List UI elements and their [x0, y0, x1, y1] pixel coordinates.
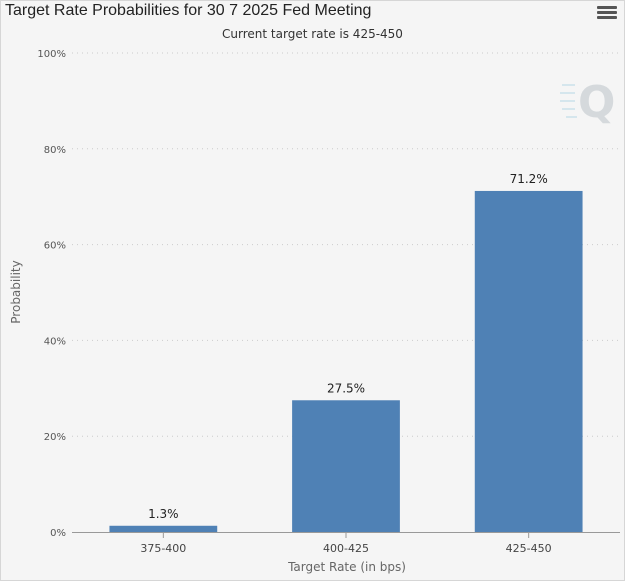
svg-text:Q: Q [578, 77, 615, 128]
y-tick-label: 60% [44, 241, 66, 252]
data-label: 1.3% [148, 507, 179, 521]
bar[interactable] [292, 400, 400, 532]
data-label: 71.2% [510, 172, 548, 186]
x-tick-label: 400-425 [323, 542, 369, 555]
y-tick-label: 20% [44, 432, 66, 443]
x-tick-label: 375-400 [140, 542, 186, 555]
y-tick-label: 0% [50, 528, 66, 539]
bar[interactable] [474, 190, 583, 532]
x-axis-title: Target Rate (in bps) [287, 560, 406, 574]
y-tick-label: 100% [37, 49, 66, 60]
chart-subtitle: Current target rate is 425-450 [222, 27, 403, 41]
y-axis-title: Probability [9, 260, 23, 323]
y-tick-label: 80% [44, 145, 66, 156]
data-label: 27.5% [327, 381, 365, 395]
hamburger-menu-icon[interactable] [597, 6, 617, 22]
q-logo-watermark: Q [560, 77, 615, 128]
x-tick-label: 425-450 [506, 542, 552, 555]
y-tick-label: 40% [44, 336, 66, 347]
chart-title: Target Rate Probabilities for 30 7 2025 … [5, 2, 372, 19]
bar[interactable] [109, 525, 218, 532]
